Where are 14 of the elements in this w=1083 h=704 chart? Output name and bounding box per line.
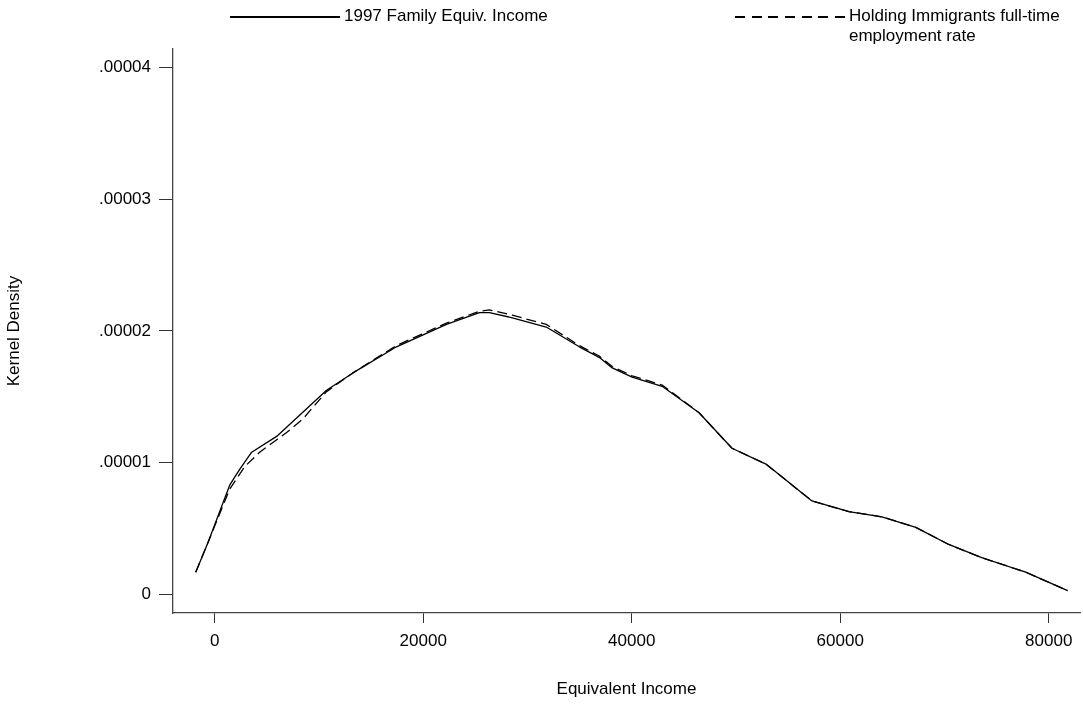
x-axis-title: Equivalent Income bbox=[556, 679, 697, 699]
x-tick-label: 80000 bbox=[1025, 630, 1073, 650]
x-tick-label: 20000 bbox=[399, 630, 447, 650]
y-tick-label: .00002 bbox=[99, 320, 151, 340]
y-tick-label: .00001 bbox=[99, 452, 151, 472]
y-tick-label: 0 bbox=[141, 584, 151, 604]
y-tick-label: .00003 bbox=[99, 188, 151, 208]
legend-label: 1997 Family Equiv. Income bbox=[344, 6, 549, 26]
x-tick-label: 40000 bbox=[608, 630, 656, 650]
legend-label: Holding Immigrants full-time employment rate bbox=[849, 6, 1061, 46]
x-tick-label: 0 bbox=[209, 630, 220, 650]
y-tick-label: .00004 bbox=[99, 57, 151, 77]
y-axis-title: Kernel Density bbox=[3, 275, 23, 387]
x-tick-label: 60000 bbox=[816, 630, 864, 650]
